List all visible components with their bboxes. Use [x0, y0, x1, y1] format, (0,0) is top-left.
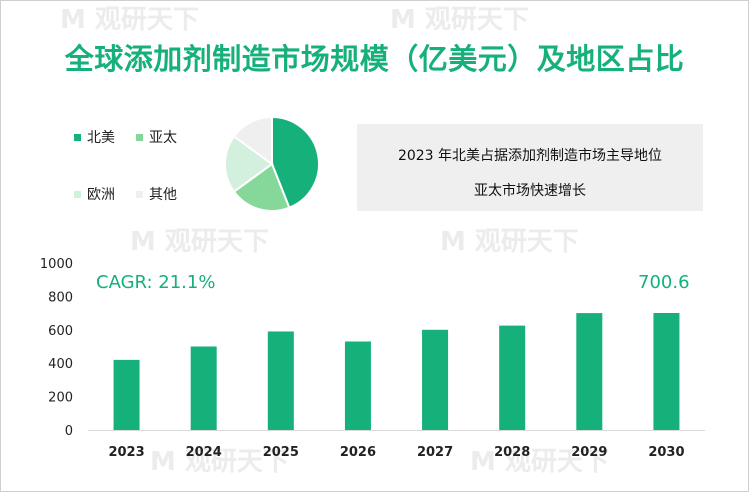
x-tick-label: 2027 — [417, 445, 453, 460]
legend-label: 欧洲 — [87, 187, 115, 203]
y-tick-label: 600 — [48, 324, 73, 339]
legend-swatch — [136, 190, 143, 198]
y-tick-label: 400 — [48, 357, 73, 372]
legend-swatch — [74, 190, 81, 198]
bar-2025 — [267, 331, 294, 430]
note-line-1: 2023 年北美占据添加剂制造市场主导地位 — [397, 148, 663, 164]
bar-2027 — [422, 329, 449, 430]
x-tick-label: 2029 — [571, 445, 607, 460]
legend-item-north-america: 北美 — [74, 127, 115, 147]
svg-text:M 观研天下: M 观研天下 — [470, 447, 609, 477]
x-tick-label: 2026 — [340, 445, 376, 460]
cagr-label: CAGR: 21.1% — [96, 272, 216, 293]
note-line-2: 亚太市场快速增长 — [474, 183, 586, 199]
y-tick-label: 1000 — [40, 257, 73, 272]
chart-title: 全球添加剂制造市场规模（亿美元）及地区占比 — [64, 42, 685, 76]
svg-text:M 观研天下: M 观研天下 — [130, 227, 269, 257]
x-tick-label: 2028 — [494, 445, 530, 460]
pie-slice-1 — [232, 162, 291, 212]
pie-slice-3 — [232, 115, 273, 166]
svg-text:M 观研天下: M 观研天下 — [150, 447, 289, 477]
bar-2026 — [344, 341, 371, 430]
bar-2023 — [113, 359, 140, 430]
y-tick-label: 800 — [48, 290, 73, 305]
x-tick-label: 2024 — [186, 445, 222, 460]
pie-slice-0 — [271, 115, 320, 209]
pie-slice-2 — [224, 134, 274, 194]
legend-label: 其他 — [149, 187, 177, 203]
bar-2024 — [190, 346, 217, 430]
note-box: 2023 年北美占据添加剂制造市场主导地位 亚太市场快速增长 — [357, 124, 703, 211]
legend-label: 亚太 — [149, 130, 177, 146]
bar-2029 — [576, 313, 603, 430]
legend-item-asia-pacific: 亚太 — [136, 127, 177, 147]
svg-text:M 观研天下: M 观研天下 — [440, 227, 579, 257]
legend-item-europe: 欧洲 — [74, 184, 115, 204]
legend-item-other: 其他 — [136, 184, 177, 204]
legend-swatch — [136, 133, 143, 141]
svg-text:M 观研天下: M 观研天下 — [60, 5, 199, 35]
x-tick-label: 2025 — [263, 445, 299, 460]
bar-2030 — [653, 312, 680, 430]
y-tick-label: 200 — [48, 391, 73, 406]
bar-2028 — [499, 325, 526, 430]
x-tick-label: 2023 — [108, 445, 144, 460]
legend-label: 北美 — [87, 130, 115, 146]
legend-swatch — [74, 133, 81, 141]
y-tick-label: 0 — [65, 424, 73, 439]
svg-text:M 观研天下: M 观研天下 — [390, 5, 529, 35]
last-value-label: 700.6 — [638, 272, 690, 293]
x-tick-label: 2030 — [648, 445, 684, 460]
